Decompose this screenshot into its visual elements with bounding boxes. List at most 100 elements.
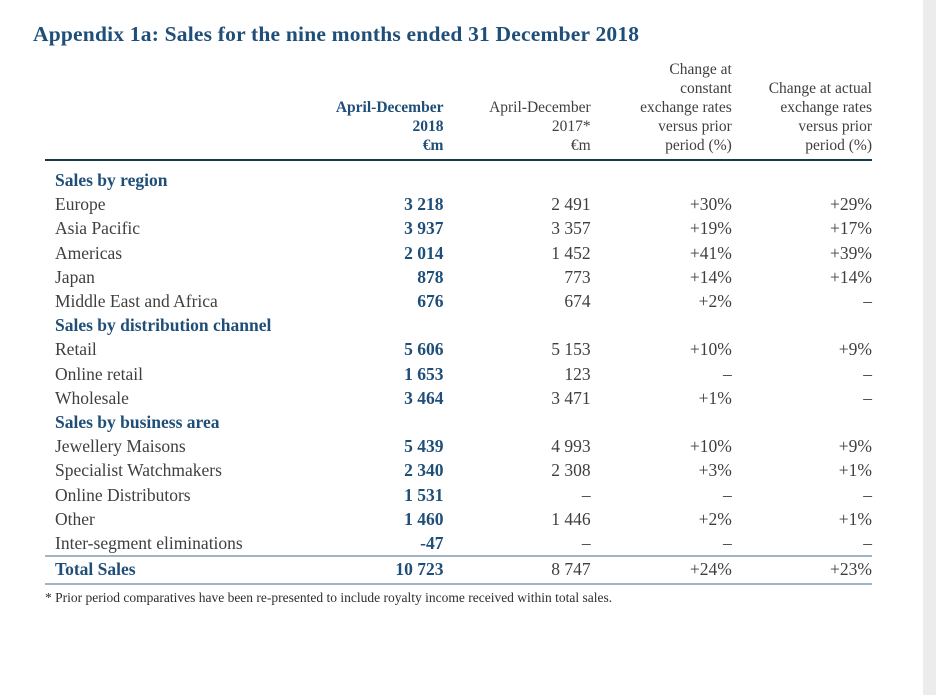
change-constant: –: [590, 531, 732, 558]
value-2017: 123: [564, 363, 591, 384]
row-label: Inter-segment eliminations: [45, 531, 304, 558]
table-row-retail: Retail 5 606 5 153 +10% +9%: [45, 337, 872, 361]
row-label: Americas: [55, 242, 123, 263]
footnote: * Prior period comparatives have been re…: [45, 590, 613, 606]
section-header-label: Sales by distribution channel: [55, 315, 272, 336]
value-2017: 773: [564, 266, 591, 287]
column-header-change-constant: Change at constant exchange rates versus…: [590, 60, 732, 161]
column-header-2017: April-December 2017* €m: [443, 60, 591, 161]
row-label: Japan: [55, 266, 95, 287]
value-2017: 2 308: [551, 460, 591, 481]
total-value-2017: 8 747: [443, 557, 591, 586]
change-actual: –: [731, 531, 872, 558]
change-constant: +30%: [689, 194, 732, 215]
change-constant: –: [723, 363, 732, 384]
change-constant: +1%: [698, 387, 732, 408]
value-2017: 1 452: [551, 242, 591, 263]
sales-table-container: April-December 2018 €m April-December 20…: [45, 60, 872, 606]
change-constant: –: [723, 484, 732, 505]
value-2017: 1 446: [551, 508, 591, 529]
change-actual: +17%: [830, 218, 872, 239]
value-2017: 3 471: [551, 387, 591, 408]
total-label: Total Sales: [45, 557, 304, 586]
change-actual: +29%: [830, 194, 872, 215]
value-2018: 5 606: [404, 339, 444, 360]
value-2017: 674: [564, 291, 591, 312]
value-2017: 2 491: [551, 194, 591, 215]
sales-table: April-December 2018 €m April-December 20…: [45, 60, 872, 586]
total-sales-row: Total Sales 10 723 8 747 +24% +23%: [45, 557, 872, 586]
value-2018: 878: [417, 266, 444, 287]
table-row-online-distributors: Online Distributors 1 531 – – –: [45, 483, 872, 507]
row-label: Jewellery Maisons: [55, 436, 186, 457]
value-2018: 676: [417, 291, 444, 312]
change-constant: +14%: [689, 266, 732, 287]
change-constant: +41%: [689, 242, 732, 263]
section-header-label: Sales by region: [55, 170, 168, 190]
value-2017: 5 153: [551, 339, 591, 360]
change-actual: –: [863, 387, 872, 408]
value-2018: 1 653: [404, 363, 444, 384]
change-actual: +9%: [838, 436, 872, 457]
value-2018: 3 218: [404, 194, 444, 215]
column-header-row: April-December 2018 €m April-December 20…: [45, 60, 872, 161]
value-2017: –: [443, 531, 591, 558]
value-2018: 3 937: [404, 218, 444, 239]
value-2018: 1 460: [404, 508, 444, 529]
change-actual: –: [863, 291, 872, 312]
change-actual: +1%: [838, 460, 872, 481]
row-label: Online retail: [55, 363, 143, 384]
table-row-other: Other 1 460 1 446 +2% +1%: [45, 507, 872, 531]
change-constant: +10%: [689, 436, 732, 457]
value-2018: 3 464: [404, 387, 444, 408]
change-constant: +2%: [698, 291, 732, 312]
section-header-region: Sales by region: [45, 160, 872, 192]
row-label: Middle East and Africa: [55, 291, 218, 312]
value-2017: –: [581, 484, 591, 505]
value-2018: -47: [303, 531, 444, 558]
change-actual: +1%: [838, 508, 872, 529]
table-row-americas: Americas 2 014 1 452 +41% +39%: [45, 241, 872, 265]
table-row-specialist-watchmakers: Specialist Watchmakers 2 340 2 308 +3% +…: [45, 458, 872, 482]
table-row-inter-segment-eliminations: Inter-segment eliminations -47 – – –: [45, 531, 872, 558]
table-row-online-retail: Online retail 1 653 123 – –: [45, 362, 872, 386]
table-row-europe: Europe 3 218 2 491 +30% +29%: [45, 192, 872, 216]
change-constant: +2%: [698, 508, 732, 529]
row-label: Asia Pacific: [55, 218, 141, 239]
value-2017: 4 993: [551, 436, 591, 457]
table-row-japan: Japan 878 773 +14% +14%: [45, 265, 872, 289]
total-value-2018: 10 723: [303, 557, 444, 586]
value-2018: 5 439: [404, 436, 444, 457]
row-label: Other: [55, 508, 95, 529]
change-actual: +9%: [838, 339, 872, 360]
value-2018: 2 340: [404, 460, 444, 481]
change-constant: +19%: [689, 218, 732, 239]
total-change-constant: +24%: [590, 557, 732, 586]
section-header-business-area: Sales by business area: [45, 410, 872, 434]
change-actual: –: [863, 363, 872, 384]
column-header-change-actual: Change at actual exchange rates versus p…: [731, 60, 872, 161]
value-2017: 3 357: [551, 218, 591, 239]
row-label: Specialist Watchmakers: [55, 460, 222, 481]
section-header-label: Sales by business area: [55, 412, 220, 433]
total-change-actual: +23%: [731, 557, 872, 586]
window-right-edge: [923, 0, 936, 695]
row-label: Retail: [55, 339, 97, 360]
row-label: Europe: [55, 194, 106, 215]
value-2018: 1 531: [404, 484, 444, 505]
page-title: Appendix 1a: Sales for the nine months e…: [33, 22, 640, 47]
table-row-middle-east-africa: Middle East and Africa 676 674 +2% –: [45, 289, 872, 313]
value-2018: 2 014: [404, 242, 444, 263]
change-actual: +39%: [830, 242, 872, 263]
section-header-distribution-channel: Sales by distribution channel: [45, 313, 872, 337]
column-header-empty: [45, 60, 304, 161]
change-actual: –: [863, 484, 872, 505]
table-row-wholesale: Wholesale 3 464 3 471 +1% –: [45, 386, 872, 410]
row-label: Wholesale: [55, 387, 129, 408]
change-actual: +14%: [830, 266, 872, 287]
row-label: Online Distributors: [55, 484, 191, 505]
change-constant: +10%: [689, 339, 732, 360]
change-constant: +3%: [698, 460, 732, 481]
table-row-asia-pacific: Asia Pacific 3 937 3 357 +19% +17%: [45, 216, 872, 240]
table-row-jewellery-maisons: Jewellery Maisons 5 439 4 993 +10% +9%: [45, 434, 872, 458]
